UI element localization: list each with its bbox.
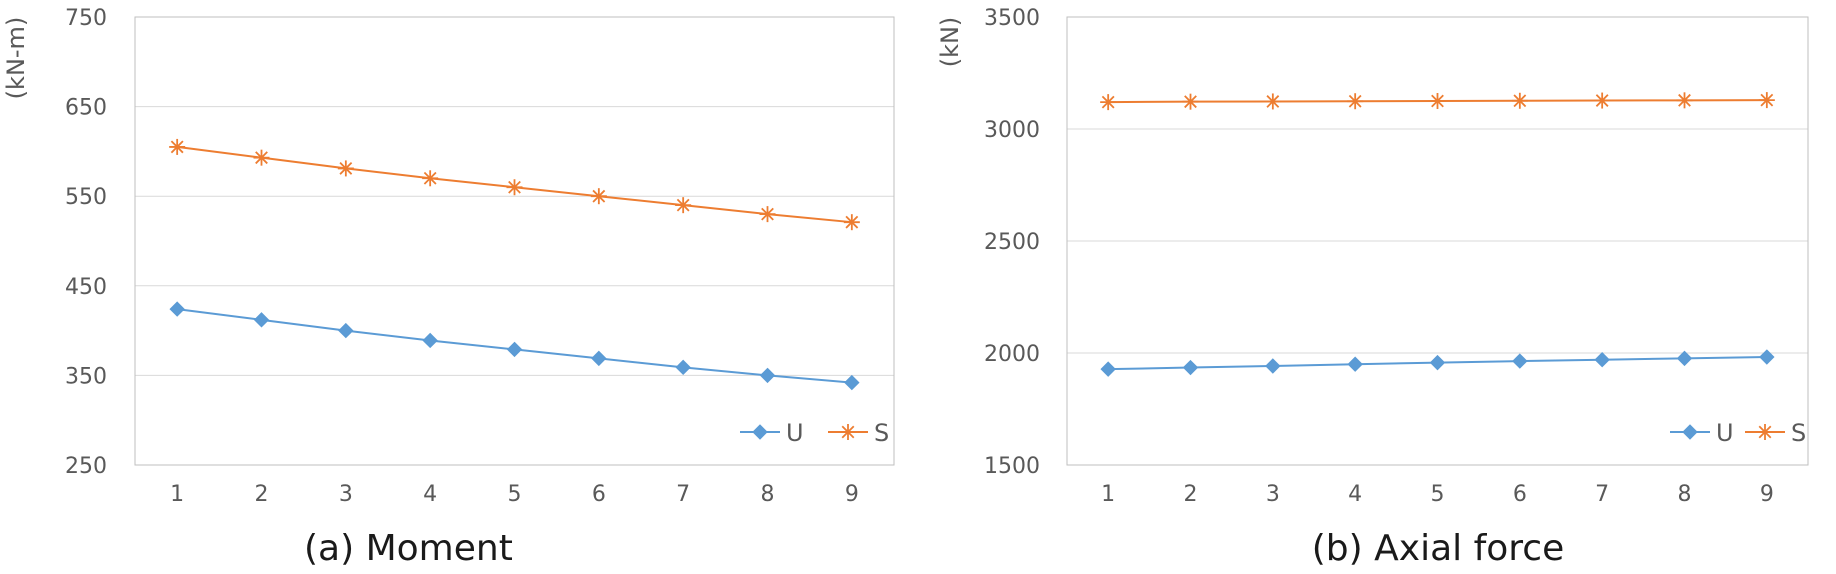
data-point-S [337,160,354,177]
data-point-U [844,374,860,391]
y-tick-label: 2000 [984,342,1040,367]
x-tick-label: 4 [1348,482,1362,507]
x-tick-label: 8 [1678,482,1692,507]
legend-entry-U: U [740,419,804,447]
legend-marker-U [1682,424,1698,440]
y-axis-label: (kN) [936,17,964,68]
legend-entry-S: S [828,419,889,447]
x-tick-label: 4 [423,482,437,507]
legend-label: U [786,419,804,447]
x-tick-label: 6 [592,482,606,507]
y-tick-label: 550 [65,185,107,210]
plot-area-border [134,16,895,466]
plot-area-border [1066,16,1809,466]
y-tick-label: 450 [65,275,107,300]
y-tick-label: 750 [65,6,107,31]
data-point-S [1100,94,1117,111]
x-tick-label: 3 [339,482,353,507]
data-point-S [1347,93,1364,110]
legend-entry-U: U [1670,419,1734,447]
data-point-U [1512,353,1528,369]
data-point-U [1676,350,1693,367]
data-point-S [1264,93,1281,110]
series-S [169,138,860,231]
data-point-S [506,179,523,196]
legend-marker-S [1757,424,1773,440]
data-point-U [506,341,523,358]
data-point-U [675,359,691,376]
y-tick-label: 650 [65,96,107,121]
data-point-U [1594,352,1610,368]
x-tick-label: 8 [761,482,775,507]
chart-panel-moment: 250 350 450 550 650 750 1 2 3 4 5 6 7 8 9 (kN-m) U S [2,6,895,507]
data-point-U [1100,361,1116,377]
data-point-S [675,197,692,214]
data-point-S [1429,93,1446,109]
data-point-S [422,170,439,187]
data-point-S [1182,93,1199,110]
data-point-S [759,206,776,223]
data-point-U [422,332,438,349]
x-tick-label: 5 [508,482,522,507]
data-point-S [590,188,607,205]
data-point-U [759,367,776,384]
series-U [1100,349,1775,377]
data-point-S [1758,92,1775,109]
series-S [1100,92,1775,111]
legend-marker-S [840,424,856,440]
y-tick-label: 350 [65,364,107,389]
legend-entry-S: S [1745,419,1806,447]
data-point-U [1182,359,1199,376]
x-tick-label: 9 [1760,482,1774,507]
data-point-S [1594,92,1611,109]
y-tick-label: 3500 [984,6,1040,31]
y-tick-label: 250 [65,454,107,479]
x-tick-label: 9 [845,482,859,507]
series-U [169,301,860,391]
chart-caption-moment: (a) Moment [304,528,513,569]
data-point-S [1676,92,1693,109]
data-point-U [1429,354,1446,371]
x-tick-label: 6 [1513,482,1527,507]
data-point-U [591,350,607,367]
y-axis-label: (kN-m) [2,17,30,100]
legend-label: U [1716,419,1734,447]
x-tick-label: 3 [1266,482,1280,507]
x-tick-label: 5 [1431,482,1445,507]
data-point-S [169,138,186,155]
x-tick-label: 1 [170,482,184,507]
chart-caption-axial-force: (b) Axial force [1311,528,1565,569]
data-point-U [169,301,185,317]
x-tick-label: 2 [255,482,269,507]
data-point-U [1347,356,1363,372]
data-point-U [253,312,270,328]
legend-label: S [1791,419,1806,447]
x-tick-label: 2 [1184,482,1198,507]
data-point-S [253,149,270,166]
data-point-U [1759,349,1775,365]
y-tick-label: 1500 [984,454,1040,479]
legend-marker-U [752,424,768,440]
chart-panel-axial-force: 1500 2000 2500 3000 3500 1 2 3 4 5 6 7 8 9 (kN) U S [936,6,1809,507]
data-point-S [843,214,860,231]
x-tick-label: 1 [1101,482,1115,507]
data-point-S [1511,92,1528,109]
x-tick-label: 7 [1595,482,1609,507]
y-tick-label: 2500 [984,230,1040,255]
data-point-U [338,322,354,339]
data-point-U [1265,358,1281,374]
y-tick-label: 3000 [984,118,1040,143]
legend-label: S [874,419,889,447]
x-tick-label: 7 [676,482,690,507]
